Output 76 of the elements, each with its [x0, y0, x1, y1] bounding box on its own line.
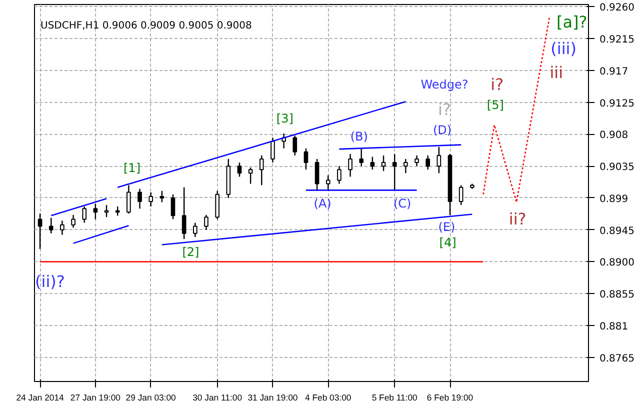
annotation: [3]: [276, 112, 294, 126]
annotation: (A): [314, 196, 332, 211]
annotation: iii: [550, 63, 564, 82]
candlestick: [326, 174, 330, 191]
candlestick: [126, 184, 131, 214]
y-tick-label: 0.8945: [600, 226, 634, 237]
y-tick-label: 0.908: [600, 130, 628, 142]
annotation: (iii): [550, 38, 576, 58]
annotation: Wedge?: [420, 78, 468, 92]
annotation: i?: [490, 75, 504, 94]
candlestick: [182, 186, 186, 240]
candlestick: [148, 192, 153, 208]
candlestick: [359, 148, 364, 167]
annotation: [2]: [182, 244, 200, 259]
x-tick-label: 30 Jan 11:00: [192, 392, 242, 402]
x-tick-label: 4 Feb 03:00: [305, 392, 352, 402]
candlestick: [370, 156, 375, 170]
candlestick: [304, 148, 308, 170]
x-tick-label: 5 Feb 11:00: [372, 392, 418, 402]
candlestick: [404, 158, 408, 174]
annotation: (ii)?: [35, 272, 65, 292]
candlestick: [381, 154, 386, 172]
candlestick: [38, 212, 42, 250]
candlestick: [314, 158, 320, 192]
annotation: (D): [432, 122, 452, 137]
candlestick: [237, 162, 242, 178]
candlestick: [48, 217, 54, 234]
candlestick: [204, 214, 208, 230]
candlestick: [414, 154, 419, 167]
candlestick: [60, 220, 64, 236]
text: USDCHF,H1 0.9006 0.9009 0.9005 0.9008: [40, 20, 252, 32]
y-tick-label: 0.917: [600, 66, 628, 78]
candlestick: [104, 204, 109, 218]
annotation: (E): [438, 220, 456, 234]
candlestick: [170, 194, 176, 220]
candlestick: [392, 153, 397, 191]
y-tick-label: 0.9125: [600, 98, 634, 110]
annotation: ii?: [508, 210, 526, 229]
candlestick: [215, 190, 220, 220]
candlestick: [138, 188, 142, 210]
candlestick: [115, 206, 120, 216]
annotation: (C): [393, 196, 412, 211]
candlestick: [426, 154, 430, 170]
x-tick-label: 27 Jan 19:00: [70, 392, 121, 402]
y-tick-label: 0.9215: [600, 34, 634, 46]
line-series: [482, 15, 550, 203]
y-tick-label: 0.8900: [600, 258, 634, 269]
candlestick: [348, 153, 352, 178]
annotation: [4]: [439, 236, 456, 250]
annotation: (B): [350, 129, 368, 144]
candlestick: [458, 184, 464, 206]
x-tick-label: 24 Jan 2014: [16, 392, 64, 402]
candlestick: [292, 135, 298, 156]
candlestick: [337, 165, 342, 184]
y-tick-label: 0.899: [600, 194, 628, 205]
candlestick: [93, 203, 98, 220]
y-tick-label: 0.881: [600, 322, 628, 333]
y-tick-label: 0.9035: [600, 162, 634, 174]
y-tick-label: 0.8855: [600, 290, 634, 301]
candlestick: [436, 146, 442, 174]
candlestick: [248, 166, 253, 184]
candlestick: [160, 190, 164, 203]
annotation: [a]?: [556, 12, 588, 32]
x-tick-label: 31 Jan 19:00: [248, 392, 298, 402]
candlestick: [193, 222, 198, 238]
annotation: i?: [438, 100, 451, 119]
candlestick: [270, 137, 275, 164]
candlestick: [82, 206, 87, 224]
candlestick: [259, 154, 264, 186]
candlestick: [71, 214, 76, 228]
x-tick-label: 6 Feb 19:00: [426, 392, 474, 402]
annotation: [1]: [124, 161, 141, 176]
x-tick-label: 29 Jan 03:00: [126, 392, 176, 402]
y-tick-label: 0.8765: [600, 353, 634, 364]
y-tick-label: 0.9260: [600, 2, 634, 14]
annotation: [5]: [486, 98, 504, 112]
